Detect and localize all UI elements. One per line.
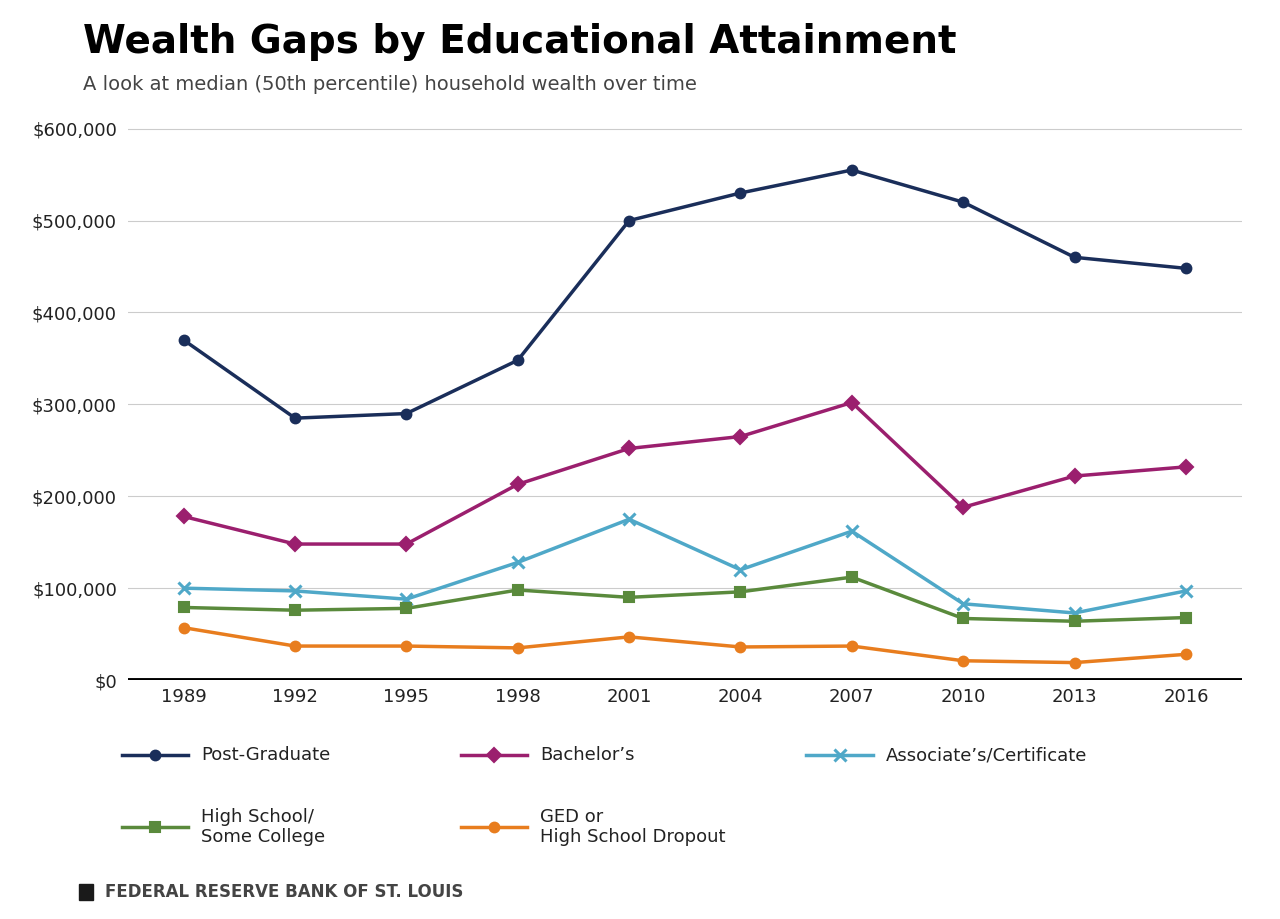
Text: Associate’s/Certificate: Associate’s/Certificate — [886, 746, 1087, 765]
Text: A look at median (50th percentile) household wealth over time: A look at median (50th percentile) house… — [83, 75, 698, 95]
Text: GED or
High School Dropout: GED or High School Dropout — [540, 808, 726, 846]
Text: Bachelor’s: Bachelor’s — [540, 746, 635, 765]
Text: Post-Graduate: Post-Graduate — [201, 746, 330, 765]
Text: Wealth Gaps by Educational Attainment: Wealth Gaps by Educational Attainment — [83, 23, 956, 61]
Text: FEDERAL RESERVE BANK OF ST. LOUIS: FEDERAL RESERVE BANK OF ST. LOUIS — [105, 883, 463, 902]
Text: High School/
Some College: High School/ Some College — [201, 808, 325, 846]
